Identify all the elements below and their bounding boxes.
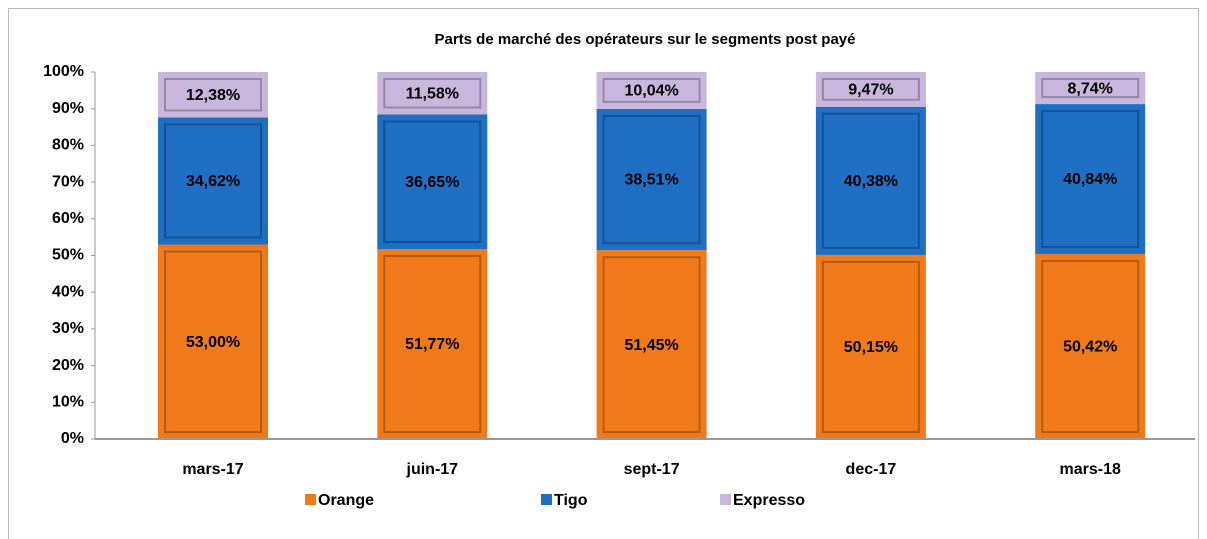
- bar-segment: [815, 106, 926, 255]
- bar-bevel: [1041, 78, 1140, 99]
- y-tick-label: 50%: [52, 247, 84, 264]
- legend-label: Tigo: [554, 492, 588, 509]
- bar-segment: [596, 250, 707, 439]
- x-tick-label: juin-17: [406, 461, 459, 478]
- bar-segment: [815, 72, 926, 107]
- bar-bevel: [821, 78, 920, 101]
- legend-label: Orange: [318, 492, 374, 509]
- y-tick-label: 10%: [52, 394, 84, 411]
- bar-segment: [815, 254, 926, 439]
- y-tick-label: 0%: [61, 430, 84, 447]
- value-label: 38,51%: [624, 172, 678, 189]
- bar-bevel: [164, 78, 262, 112]
- chart-frame: [8, 8, 1199, 539]
- y-tick-label: 20%: [52, 357, 84, 374]
- value-label: 12,38%: [186, 87, 240, 104]
- bar-bevel: [602, 256, 701, 433]
- x-tick-label: sept-17: [624, 461, 680, 478]
- bar-bevel: [1041, 259, 1140, 433]
- bar-segment: [1035, 104, 1146, 254]
- y-tick-label: 70%: [52, 173, 84, 190]
- bar-segment: [1035, 253, 1146, 439]
- y-tick-label: 40%: [52, 283, 84, 300]
- value-label: 9,47%: [848, 82, 893, 99]
- bar-segment: [377, 72, 488, 115]
- value-label: 8,74%: [1068, 80, 1113, 97]
- bar-bevel: [383, 120, 482, 244]
- value-label: 51,77%: [405, 336, 459, 353]
- y-tick-label: 100%: [43, 63, 84, 80]
- value-label: 11,58%: [406, 85, 459, 102]
- y-tick-label: 90%: [52, 100, 84, 117]
- value-label: 40,84%: [1063, 171, 1117, 188]
- bar-bevel: [821, 260, 920, 433]
- value-label: 51,45%: [624, 337, 678, 354]
- legend-swatch: [305, 494, 316, 505]
- value-label: 50,15%: [844, 339, 898, 356]
- y-tick-label: 80%: [52, 137, 84, 154]
- bar-bevel: [164, 250, 262, 433]
- bar-bevel: [164, 123, 262, 239]
- y-tick-label: 60%: [52, 210, 84, 227]
- bar-bevel: [602, 78, 701, 103]
- bar-segment: [377, 114, 488, 250]
- value-label: 53,00%: [186, 334, 240, 351]
- x-tick-label: mars-17: [182, 461, 243, 478]
- value-label: 34,62%: [186, 173, 240, 190]
- bar-segment: [158, 72, 268, 118]
- x-tick-label: mars-18: [1060, 461, 1121, 478]
- bar-segment: [377, 249, 488, 439]
- bar-bevel: [1041, 110, 1140, 248]
- bar-segment: [158, 244, 268, 439]
- bar-segment: [158, 117, 268, 245]
- legend-swatch: [541, 494, 552, 505]
- bar-bevel: [602, 114, 701, 245]
- x-tick-label: dec-17: [846, 461, 897, 478]
- legend-label: Expresso: [733, 492, 805, 509]
- bar-bevel: [383, 78, 482, 109]
- bar-segment: [596, 72, 707, 109]
- value-label: 40,38%: [844, 173, 898, 190]
- value-label: 10,04%: [624, 83, 678, 100]
- bar-segment: [1035, 72, 1146, 105]
- y-tick-label: 30%: [52, 320, 84, 337]
- legend-swatch: [720, 494, 731, 505]
- bar-segment: [596, 108, 707, 251]
- chart-title: Parts de marché des opérateurs sur le se…: [434, 31, 855, 48]
- bar-bevel: [821, 112, 920, 249]
- value-label: 36,65%: [405, 174, 459, 191]
- value-label: 50,42%: [1063, 339, 1117, 356]
- bar-bevel: [383, 255, 482, 433]
